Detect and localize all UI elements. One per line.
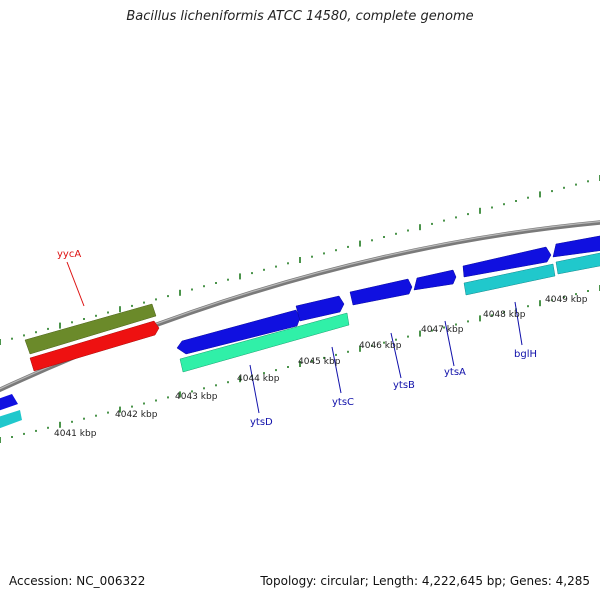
leader-ytsA: [444, 320, 455, 367]
gene-label-ytsC: ytsC: [332, 397, 354, 408]
kbp-label-4044: 4044 kbp: [237, 374, 280, 384]
leader-ytsD: [249, 364, 260, 414]
leader-bglH: [514, 301, 523, 346]
inner-tick-row: [0, 285, 600, 443]
gene-red[interactable]: [29, 320, 160, 372]
gene-labels: yycA ytsD ytsC ytsB ytsA bglH: [57, 249, 537, 428]
outer-tick-row: [0, 175, 600, 345]
kbp-label-4043: 4043 kbp: [175, 392, 218, 402]
kbp-ruler-labels: 4041 kbp 4042 kbp 4043 kbp 4044 kbp 4045…: [54, 295, 588, 439]
gene-ytsA-blue[interactable]: [413, 269, 457, 291]
gene-label-ytsD: ytsD: [250, 417, 273, 428]
kbp-label-4045: 4045 kbp: [298, 357, 341, 367]
leader-ytsB: [390, 332, 402, 379]
reverse-strand-genes: [0, 252, 600, 430]
gene-seagreen[interactable]: [179, 312, 350, 373]
gene-yycA-olive[interactable]: [24, 303, 157, 355]
leader-ytsC: [331, 346, 342, 394]
gene-label-bglH: bglH: [514, 349, 537, 360]
label-leader-lines: [66, 261, 523, 414]
kbp-label-4041: 4041 kbp: [54, 429, 97, 439]
gene-blue-a[interactable]: [0, 394, 18, 412]
gene-cyan-b[interactable]: [463, 263, 556, 296]
kbp-label-4042: 4042 kbp: [115, 410, 158, 420]
accession-text: Accession: NC_006322: [9, 574, 146, 588]
kbp-label-4049: 4049 kbp: [545, 295, 588, 305]
kbp-label-4046: 4046 kbp: [359, 341, 402, 351]
gene-cyan-c[interactable]: [555, 252, 600, 275]
gene-label-yycA: yycA: [57, 249, 81, 260]
kbp-label-4048: 4048 kbp: [483, 310, 526, 320]
kbp-label-4047: 4047 kbp: [421, 325, 464, 335]
gene-ytsC-blue[interactable]: [295, 295, 345, 322]
gene-ytsB-blue[interactable]: [349, 278, 413, 306]
gene-label-ytsA: ytsA: [444, 367, 466, 378]
gene-blue-b[interactable]: [462, 246, 552, 278]
gene-cyan-a[interactable]: [0, 410, 22, 430]
gene-ytsD-blue[interactable]: [176, 309, 301, 355]
topology-text: Topology: circular; Length: 4,222,645 bp…: [260, 574, 590, 588]
map-title: Bacillus licheniformis ATCC 14580, compl…: [126, 9, 474, 24]
gene-blue-c[interactable]: [552, 235, 600, 258]
forward-strand-genes: [0, 235, 600, 412]
leader-yycA: [66, 261, 85, 307]
gene-label-ytsB: ytsB: [393, 380, 415, 391]
